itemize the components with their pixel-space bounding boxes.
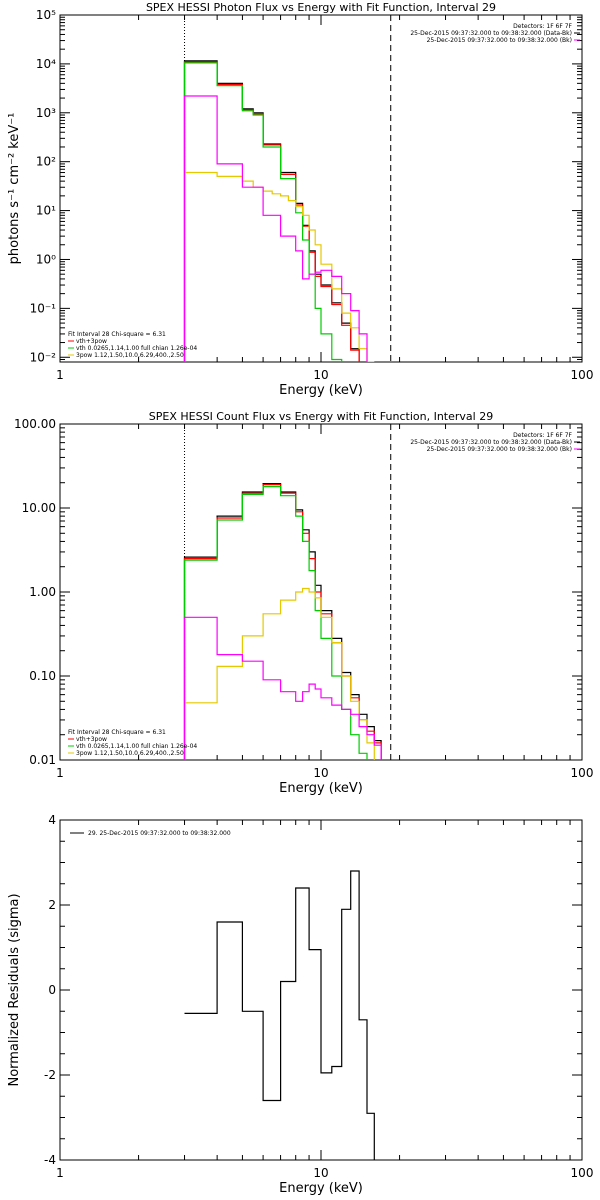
series-vth-3pow: [183, 61, 367, 362]
y-tick-label: 0.01: [29, 753, 56, 767]
y-tick-label: -2: [44, 1068, 56, 1082]
legend-top-right-text: 25-Dec-2015 09:37:32.000 to 09:38:32.000…: [427, 446, 572, 453]
x-axis-label: Energy (keV): [279, 383, 363, 398]
series-bk: [183, 616, 382, 760]
legend-bottom-left-text: 3pow 1.12,1.50,10.0,6.29,400.,2.50: [76, 352, 184, 359]
x-tick-label: 1: [56, 368, 64, 382]
y-tick-label: 10⁻¹: [30, 301, 57, 315]
legend-top-right-text: 25-Dec-2015 09:37:32.000 to 09:38:32.000…: [410, 30, 572, 37]
y-tick-label: 100.00: [14, 417, 56, 431]
y-tick-label: 1.00: [29, 585, 56, 599]
legend-bottom-left-text: Fit Interval 28 Chi-square = 6.31: [68, 331, 166, 338]
x-tick-label: 100: [571, 368, 594, 382]
y-tick-label: 10⁰: [36, 252, 56, 266]
plot-area: [184, 870, 375, 1160]
series-3pow: [183, 171, 375, 362]
series-vth: [183, 486, 368, 760]
y-tick-label: 0: [48, 983, 56, 997]
series-3pow: [183, 587, 375, 760]
x-tick-label: 10: [313, 368, 328, 382]
series-vth: [183, 62, 343, 362]
legend-bottom-left-text: vth+3pow: [76, 736, 107, 743]
legend-top-left-text: 29. 25-Dec-2015 09:37:32.000 to 09:38:32…: [88, 830, 231, 837]
series-data-bk: [183, 483, 382, 760]
legend-top-right-text: 25-Dec-2015 09:37:32.000 to 09:38:32.000…: [410, 439, 572, 446]
legend-top-right-text: 25-Dec-2015 09:37:32.000 to 09:38:32.000…: [427, 37, 572, 44]
x-tick-label: 10: [313, 766, 328, 780]
panel-1: 1 10 100 10⁻² 10⁻¹ 10⁰ 10¹ 10² 10³ 10⁴ 10⁵ SPEX HES…: [7, 1, 593, 398]
x-axis-label: Energy (keV): [279, 781, 363, 796]
chart-title: SPEX HESSI Count Flux vs Energy with Fit…: [149, 410, 493, 423]
y-tick-label: 10⁴: [36, 57, 56, 71]
y-tick-label: 2: [48, 898, 56, 912]
y-tick-label: 10⁵: [36, 8, 56, 22]
x-axis-label: Energy (keV): [279, 1181, 363, 1196]
y-tick-label: -4: [44, 1153, 56, 1167]
legend-bottom-left-text: 3pow 1.12,1.50,10.0,6.29,400.,2.50: [76, 750, 184, 757]
x-tick-label: 100: [571, 1166, 594, 1180]
x-tick-label: 100: [571, 766, 594, 780]
y-tick-label: 10³: [36, 106, 56, 120]
plot-area: [183, 60, 375, 362]
y-axis-label: photons s⁻¹ cm⁻² keV⁻¹: [7, 113, 22, 265]
y-tick-label: 10.00: [22, 501, 56, 515]
y-tick-label: 10¹: [36, 204, 56, 218]
x-tick-label: 10: [313, 1166, 328, 1180]
legend-bottom-left-text: Fit Interval 28 Chi-square = 6.31: [68, 729, 166, 736]
series-residuals: [184, 870, 375, 1160]
legend-bottom-left-text: vth+3pow: [76, 338, 107, 345]
y-axis-label: Normalized Residuals (sigma): [7, 893, 22, 1086]
legend-top-right-text: Detectors: 1F 6F 7F: [513, 432, 572, 439]
y-tick-label: 10²: [36, 155, 56, 169]
y-tick-label: 0.10: [29, 669, 56, 683]
series-vth-3pow: [183, 484, 382, 760]
legend-bottom-left-text: vth 0.0265,1.14,1.00 full chian 1.26e-04: [76, 345, 197, 352]
x-tick-label: 1: [56, 766, 64, 780]
panel-2: 1 10 100 0.01 0.10 1.00 10.00 100.00 SPEX HESSI …: [14, 410, 593, 796]
y-tick-label: 4: [48, 813, 56, 827]
chart-title: SPEX HESSI Photon Flux vs Energy with Fi…: [146, 1, 496, 14]
series-data-bk: [183, 60, 367, 362]
series-bk: [183, 95, 368, 362]
y-tick-label: 10⁻²: [30, 350, 57, 364]
legend-bottom-left-text: vth 0.0265,1.14,1.00 full chian 1.26e-04: [76, 743, 197, 750]
plot-area: [183, 483, 382, 760]
panel-3: 1 10 100 -4 -2 0 2 4 Energy (keV) Normalized Resi…: [7, 813, 593, 1196]
legend-top-right-text: Detectors: 1F 6F 7F: [513, 23, 572, 30]
x-tick-label: 1: [56, 1166, 64, 1180]
